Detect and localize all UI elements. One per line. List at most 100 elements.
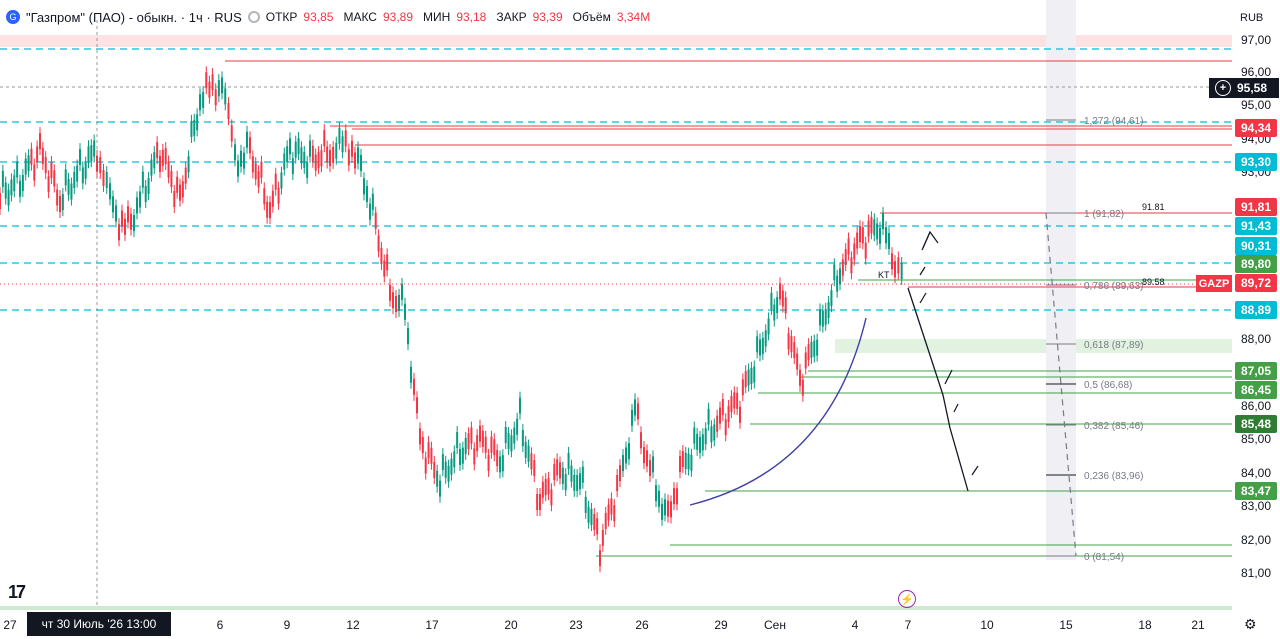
price-tag[interactable]: 90,31 bbox=[1235, 237, 1277, 255]
price-axis-label: 88,00 bbox=[1241, 332, 1271, 346]
candle-body bbox=[900, 263, 903, 280]
candle-body bbox=[724, 419, 727, 436]
candle-body bbox=[713, 424, 716, 441]
candle-body bbox=[733, 392, 736, 409]
candle-body bbox=[661, 503, 663, 520]
arrow-stroke[interactable] bbox=[919, 292, 927, 304]
candle-body bbox=[453, 451, 456, 468]
price-tag[interactable]: 83,47 bbox=[1235, 482, 1277, 500]
candle-body bbox=[876, 223, 879, 240]
arc-drawing[interactable] bbox=[689, 317, 867, 506]
price-tag[interactable]: 86,45 bbox=[1235, 381, 1277, 399]
candle-body bbox=[59, 195, 61, 212]
time-axis-label: 4 bbox=[851, 618, 859, 632]
candle-body bbox=[196, 114, 199, 131]
annotation-text: 89.58 bbox=[1142, 277, 1165, 287]
candle-body bbox=[392, 292, 394, 309]
candle-body bbox=[841, 259, 844, 276]
currency-selector[interactable]: RUB bbox=[1240, 12, 1264, 24]
price-tag[interactable]: 85,48 bbox=[1235, 415, 1277, 433]
price-tag[interactable]: 94,34 bbox=[1235, 119, 1277, 137]
candle-body bbox=[289, 138, 291, 155]
candle-body bbox=[567, 452, 570, 469]
candle-body bbox=[90, 145, 93, 162]
candle-body bbox=[176, 176, 179, 193]
candle-body bbox=[419, 428, 421, 445]
candle-body bbox=[753, 366, 756, 383]
price-tag[interactable]: 93,30 bbox=[1235, 153, 1277, 171]
price-tag[interactable]: 89,80 bbox=[1235, 255, 1277, 273]
candle-body bbox=[779, 283, 781, 300]
fib-trend-line[interactable] bbox=[1045, 212, 1077, 557]
candle-body bbox=[885, 227, 887, 244]
price-tag[interactable]: 91,81 bbox=[1235, 198, 1277, 216]
price-axis-label: 82,00 bbox=[1241, 533, 1271, 547]
candle-body bbox=[891, 253, 893, 270]
candle-body bbox=[593, 513, 596, 530]
candle-body bbox=[853, 243, 856, 260]
candle-body bbox=[170, 170, 173, 187]
high-value: 93,89 bbox=[382, 10, 414, 24]
candle-body bbox=[856, 232, 859, 249]
candle-body bbox=[61, 194, 64, 211]
resistance-zone bbox=[0, 35, 1232, 47]
candle-body bbox=[167, 161, 170, 178]
price-tag[interactable]: 87,05 bbox=[1235, 362, 1277, 380]
candle-body bbox=[76, 165, 79, 182]
candle-body bbox=[439, 480, 441, 497]
candle-body bbox=[127, 206, 129, 223]
candle-body bbox=[764, 330, 767, 347]
candle-body bbox=[859, 226, 861, 243]
arrow-stroke[interactable] bbox=[944, 369, 953, 385]
candle-body bbox=[721, 399, 724, 416]
candle-body bbox=[44, 157, 47, 174]
candle-body bbox=[150, 159, 153, 176]
candle-body bbox=[317, 152, 320, 169]
tradingview-logo[interactable]: 17 bbox=[8, 582, 26, 602]
candle-body bbox=[271, 190, 274, 207]
arrow-stroke[interactable] bbox=[971, 465, 979, 476]
price-tag[interactable]: 91,43 bbox=[1235, 217, 1277, 235]
projection-path[interactable] bbox=[907, 287, 969, 492]
candle-body bbox=[664, 499, 666, 516]
candle-body bbox=[467, 433, 470, 450]
candle-body bbox=[329, 150, 331, 167]
candle-body bbox=[87, 146, 90, 163]
candle-body bbox=[870, 217, 873, 234]
add-alert-icon[interactable]: + bbox=[1215, 80, 1231, 96]
candle-body bbox=[53, 170, 56, 187]
candle-body bbox=[476, 435, 479, 452]
candle-body bbox=[461, 447, 464, 464]
candle-body bbox=[631, 409, 633, 426]
price-axis-label: 86,00 bbox=[1241, 399, 1271, 413]
candle-body bbox=[303, 151, 306, 168]
candle-body bbox=[801, 379, 804, 396]
candle-body bbox=[19, 180, 21, 197]
candle-body bbox=[283, 153, 286, 170]
time-axis-label: 20 bbox=[504, 618, 518, 632]
candle-body bbox=[21, 175, 24, 192]
settings-gear-icon[interactable]: ⚙ bbox=[1244, 616, 1257, 632]
lightning-event-icon[interactable]: ⚡ bbox=[898, 590, 916, 608]
symbol-title[interactable]: "Газпром" (ПАО) - обыкн. · 1ч · RUS bbox=[26, 9, 242, 25]
candle-body bbox=[257, 171, 260, 188]
time-axis-label: 17 bbox=[425, 618, 439, 632]
cursor-price-label[interactable]: + 95,58 bbox=[1209, 78, 1279, 98]
candle-body bbox=[601, 529, 604, 546]
candle-body bbox=[79, 149, 81, 166]
candle-body bbox=[436, 470, 439, 487]
arrow-stroke[interactable] bbox=[953, 403, 959, 413]
price-tag[interactable]: 89,72 bbox=[1235, 274, 1277, 292]
arrow-head[interactable] bbox=[921, 230, 939, 251]
candle-body bbox=[121, 210, 123, 227]
price-axis-label: 96,00 bbox=[1241, 65, 1271, 79]
candle-body bbox=[144, 185, 147, 202]
arrow-stroke[interactable] bbox=[919, 266, 926, 276]
candle-body bbox=[383, 260, 386, 277]
candle-body bbox=[269, 202, 271, 219]
candle-body bbox=[770, 292, 773, 309]
price-tag[interactable]: 88,89 bbox=[1235, 301, 1277, 319]
candle-body bbox=[277, 187, 280, 204]
time-axis[interactable]: 27 6 9 12 17 20 23 26 29 Сен 4 7 10 15 18 21 bbox=[0, 612, 1235, 638]
